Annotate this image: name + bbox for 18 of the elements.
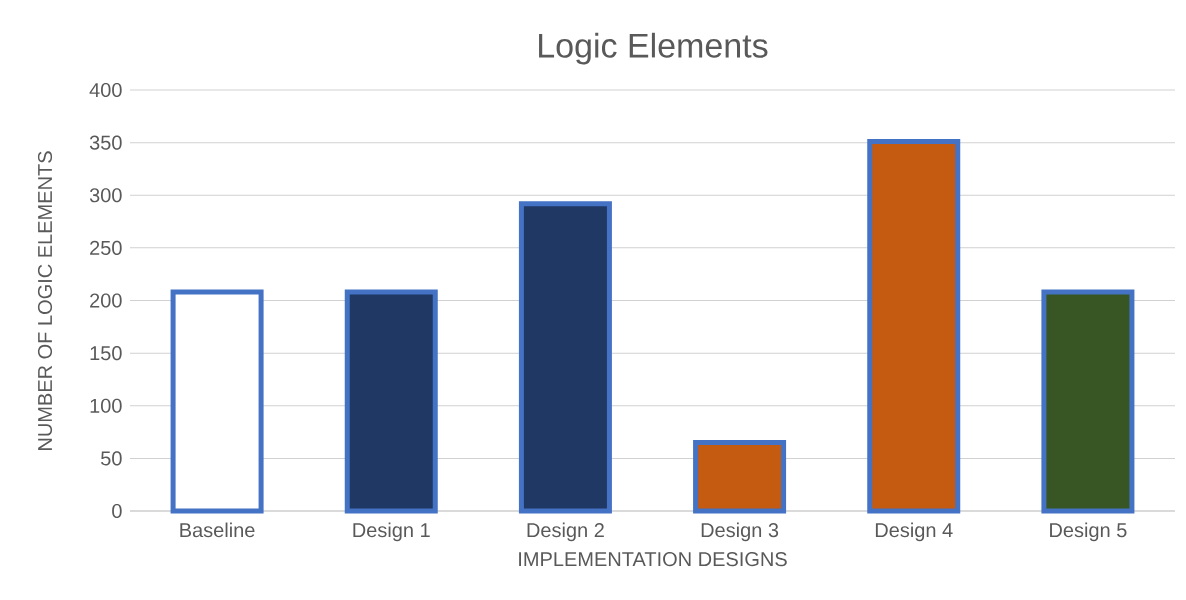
chart-title: Logic Elements	[539, 32, 768, 65]
y-tick-label: 250	[90, 240, 122, 255]
x-tick-label: Design 1	[353, 522, 430, 542]
y-tick-label: 100	[90, 398, 122, 413]
x-tick-label: Design 4	[875, 522, 953, 542]
x-tick-label: Design 3	[701, 522, 779, 542]
y-tick-label: 400	[89, 82, 122, 98]
y-tick-label: 350	[89, 135, 122, 150]
y-tick-label: 0	[112, 503, 122, 519]
x-tick-label: Design 2	[527, 522, 604, 542]
y-tick-label: 300	[89, 188, 122, 203]
y-axis-title: NUMBER OF LOGIC ELEMENTS	[37, 151, 53, 450]
y-tick-label: 150	[90, 346, 122, 361]
x-tick-label: Baseline	[180, 522, 255, 538]
x-axis-title: IMPLEMENTATION DESIGNS	[519, 552, 787, 567]
y-tick-label: 200	[90, 293, 122, 308]
x-tick-label: Design 5	[1050, 522, 1127, 542]
y-tick-label: 50	[101, 451, 122, 466]
